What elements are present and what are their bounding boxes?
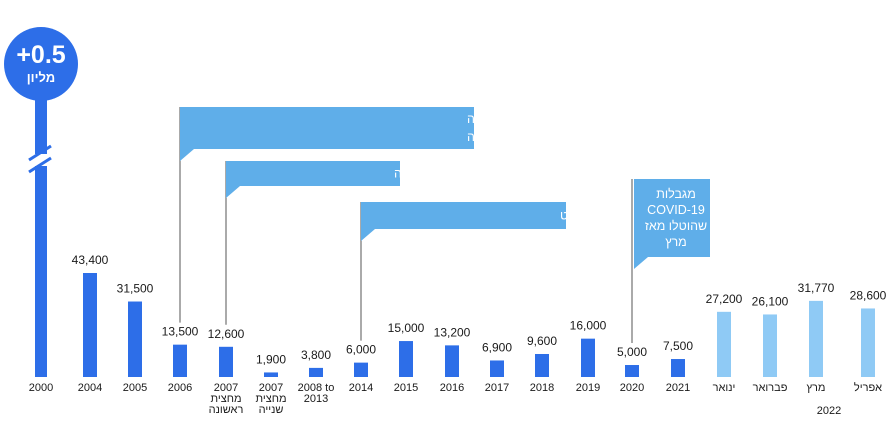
value-label-7: 6,000 <box>346 343 376 357</box>
bar-9 <box>445 345 459 377</box>
annotation-text-0: מרס 2006 – ישראל מפסיקה להכניס לשטחה <box>467 112 699 126</box>
value-label-12: 16,000 <box>570 319 607 333</box>
value-label-4: 12,600 <box>208 327 245 341</box>
tick-label-4: ראשונה <box>209 404 244 416</box>
bar-6 <box>309 367 323 377</box>
value-unit-0: מליון <box>27 70 56 85</box>
value-label-1: 43,400 <box>72 253 109 267</box>
tick-label-0: 2000 <box>29 382 53 394</box>
bar-1 <box>83 273 97 377</box>
bar-17 <box>809 300 823 377</box>
annotation-box-3 <box>634 179 710 269</box>
tick-label-4: 2007 <box>214 382 238 394</box>
bar-4 <box>219 346 233 377</box>
bar-3 <box>173 344 187 377</box>
tick-label-13: 2020 <box>620 382 644 394</box>
tick-label-8: 2015 <box>394 382 418 394</box>
annotation-text-0: פועלים מעזה <box>467 130 534 144</box>
tick-label-6: 2013 <box>304 393 328 405</box>
bar-2 <box>128 301 142 377</box>
tick-label-18: אפריל <box>854 381 882 394</box>
bar-12 <box>581 338 595 377</box>
value-label-3: 13,500 <box>162 325 199 339</box>
bar-18 <box>861 308 875 377</box>
tick-label-6: 2008 to <box>298 382 335 394</box>
tick-label-12: 2019 <box>576 382 600 394</box>
value-label-15: 27,200 <box>706 292 743 306</box>
value-label-11: 9,600 <box>527 334 557 348</box>
group-label-2022: 2022 <box>817 405 841 417</box>
tick-label-5: שנייה <box>259 404 284 416</box>
annotation-text-3: מגבלות <box>656 187 696 201</box>
tick-label-9: 2016 <box>440 382 464 394</box>
value-label-17: 31,770 <box>798 281 835 295</box>
value-label-18: 28,600 <box>850 288 887 302</box>
axis-break-mark <box>28 156 52 174</box>
bar-13 <box>625 365 639 377</box>
tick-label-3: 2006 <box>168 382 192 394</box>
annotation-text-3: COVID-19 <box>647 203 705 217</box>
bar-7 <box>354 362 368 377</box>
value-label-13: 5,000 <box>617 345 647 359</box>
tick-label-4: מחצית <box>210 393 241 405</box>
tick-label-16: פברואר <box>753 382 788 394</box>
value-label-2: 31,500 <box>117 282 154 296</box>
bar-14 <box>671 359 685 377</box>
value-label-0: +0.5 <box>16 41 65 69</box>
tick-label-7: 2014 <box>349 382 373 394</box>
value-bubble <box>4 27 78 101</box>
annotation-box-0 <box>180 107 474 161</box>
tick-label-17: מרץ <box>807 382 826 394</box>
tick-label-10: 2017 <box>485 382 509 394</box>
value-label-5: 1,900 <box>256 352 286 366</box>
tick-label-2: 2005 <box>123 382 147 394</box>
bar-8 <box>399 341 413 377</box>
axis-break-mark <box>28 144 52 162</box>
tick-label-5: 2007 <box>259 382 283 394</box>
value-label-8: 15,000 <box>388 321 425 335</box>
bar-5 <box>264 372 278 377</box>
bar-10 <box>490 360 504 377</box>
annotation-box-2 <box>361 202 566 241</box>
tick-label-11: 2018 <box>530 382 554 394</box>
annotation-text-3: שהוטלו מאז <box>645 219 707 233</box>
bar-11 <box>535 353 549 377</box>
tick-label-14: 2021 <box>666 382 690 394</box>
bar-0 <box>35 60 47 377</box>
tick-label-15: ינואר <box>713 382 736 394</box>
annotation-text-3: מרץ <box>665 235 687 249</box>
value-label-14: 7,500 <box>663 339 693 353</box>
bar-15 <box>717 311 731 377</box>
annotation-box-1 <box>226 161 400 198</box>
value-label-6: 3,800 <box>301 348 331 362</box>
value-label-10: 6,900 <box>482 340 512 354</box>
tick-label-5: מחצית <box>255 393 286 405</box>
tick-label-1: 2004 <box>78 382 102 394</box>
annotation-text-1: יוני 2007 – המצור על עזה <box>394 167 527 181</box>
value-label-9: 13,200 <box>434 325 471 339</box>
bar-16 <box>763 314 777 377</box>
value-label-16: 26,100 <box>752 294 789 308</box>
